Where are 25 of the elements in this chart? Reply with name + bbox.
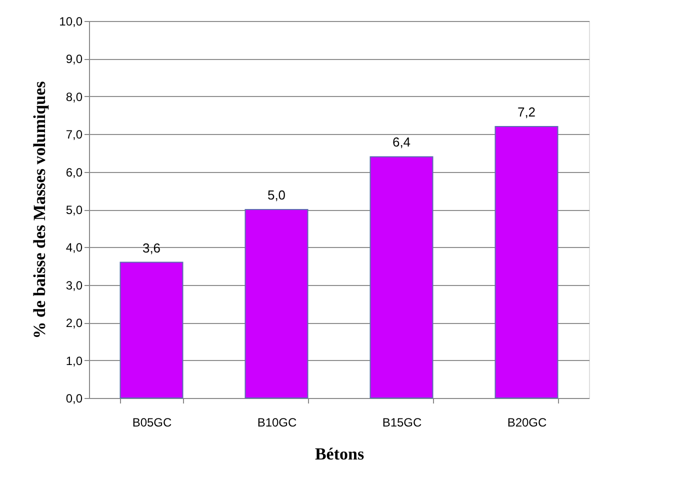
x-tick-label: B10GC (257, 416, 298, 430)
data-label: 6,4 (392, 134, 411, 150)
y-tick-label: 1,0 (66, 354, 83, 368)
data-label: 3,6 (142, 240, 161, 256)
bar (370, 156, 434, 398)
bar (494, 126, 558, 398)
y-tick-label: 8,0 (66, 90, 83, 104)
x-tick-label: B05GC (132, 416, 172, 430)
x-axis-title: Bétons (314, 444, 364, 464)
data-label: 7,2 (517, 104, 536, 120)
y-tick-label: 7,0 (66, 128, 83, 142)
y-tick-label: 3,0 (66, 278, 83, 292)
y-tick-label: 4,0 (66, 240, 83, 255)
data-label: 5,0 (267, 188, 286, 202)
y-tick-label: 2,0 (66, 316, 83, 330)
bar (244, 209, 308, 398)
y-tick-label: 9,0 (66, 52, 83, 66)
x-tick-label: B15GC (382, 416, 422, 430)
y-tick-label: 5,0 (66, 203, 83, 217)
y-tick-label: 10,0 (59, 14, 83, 28)
bar (120, 262, 184, 398)
y-tick-label: 6,0 (66, 165, 83, 180)
x-tick-label: B20GC (507, 416, 548, 430)
y-tick-label: 0,0 (66, 392, 83, 406)
y-axis-title: % de baisse des Masses volumiques (30, 80, 50, 339)
